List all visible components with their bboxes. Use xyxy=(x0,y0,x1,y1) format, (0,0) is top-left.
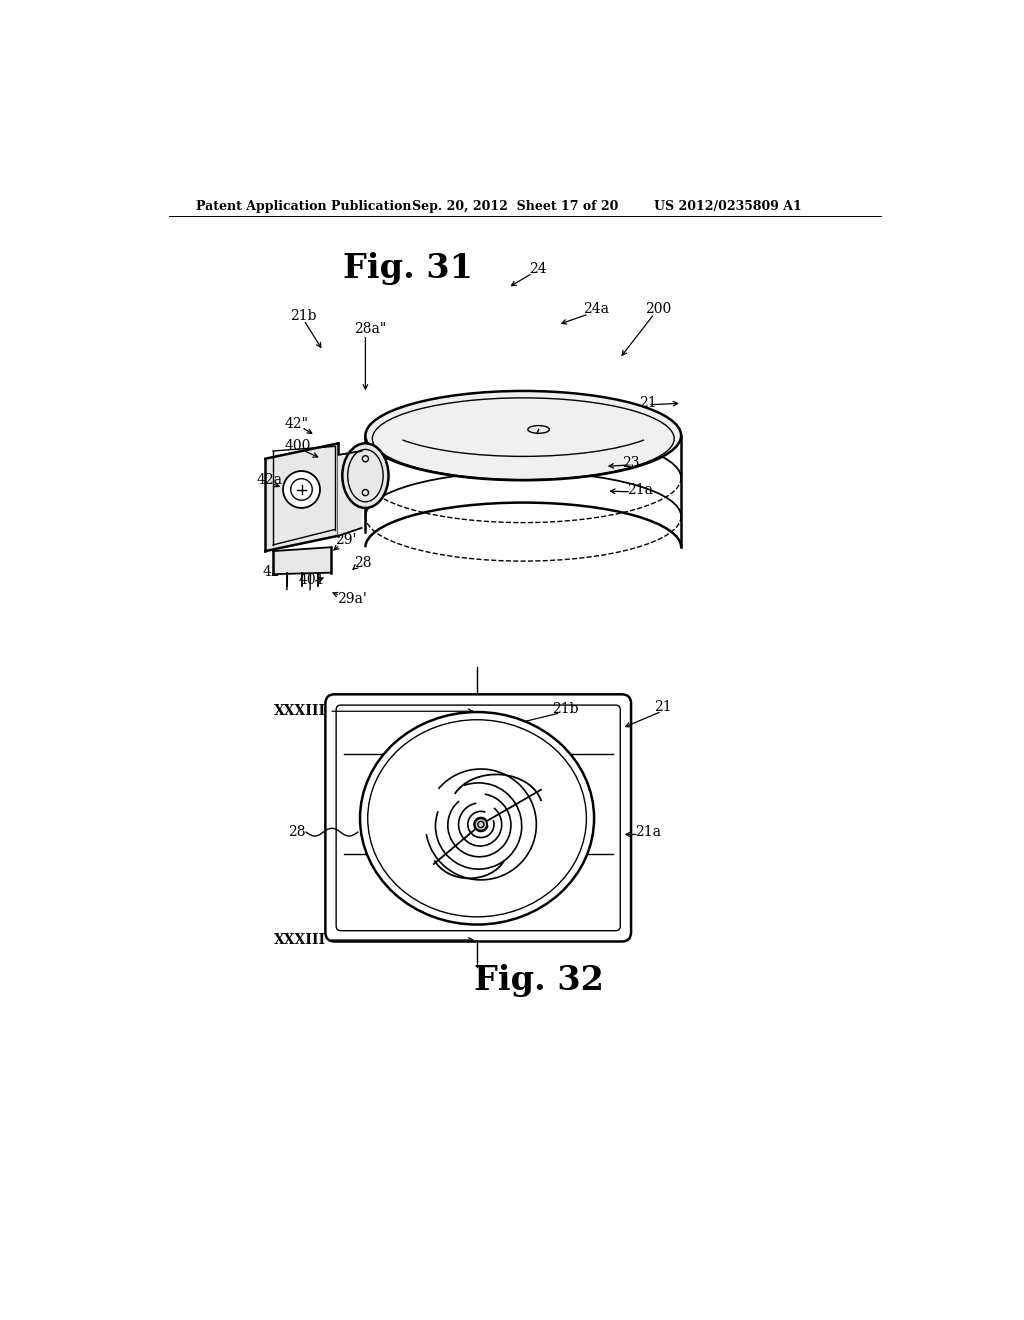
Text: Fig. 31: Fig. 31 xyxy=(343,252,473,285)
Text: 21b: 21b xyxy=(290,309,316,323)
Text: 21: 21 xyxy=(639,396,656,411)
Text: 23: 23 xyxy=(622,455,639,470)
Text: 21b: 21b xyxy=(553,702,579,715)
Text: XXXIII: XXXIII xyxy=(273,933,326,946)
Ellipse shape xyxy=(360,711,594,924)
Text: 21a: 21a xyxy=(628,483,653,496)
Polygon shape xyxy=(339,451,361,536)
Text: Sep. 20, 2012  Sheet 17 of 20: Sep. 20, 2012 Sheet 17 of 20 xyxy=(412,199,618,213)
Text: 21a: 21a xyxy=(635,825,660,840)
Text: 28a": 28a" xyxy=(354,322,386,337)
Text: XXXIII: XXXIII xyxy=(273,705,326,718)
Ellipse shape xyxy=(366,391,681,480)
Text: 42": 42" xyxy=(285,417,308,432)
Text: 24a: 24a xyxy=(584,302,609,317)
Text: 29': 29' xyxy=(335,533,356,548)
Polygon shape xyxy=(265,444,339,552)
Text: 401: 401 xyxy=(523,866,550,880)
Text: 29a': 29a' xyxy=(337,591,367,606)
Polygon shape xyxy=(273,548,331,574)
Text: 400: 400 xyxy=(285,438,311,453)
Text: 400: 400 xyxy=(506,766,532,780)
Circle shape xyxy=(475,818,487,830)
Text: 42": 42" xyxy=(394,884,418,899)
Text: Fig. 32: Fig. 32 xyxy=(474,964,603,998)
FancyBboxPatch shape xyxy=(326,694,631,941)
Ellipse shape xyxy=(342,444,388,508)
Text: 28: 28 xyxy=(354,556,372,570)
Text: 29': 29' xyxy=(531,789,552,803)
Text: 21: 21 xyxy=(654,700,672,714)
Text: 42a: 42a xyxy=(256,474,282,487)
Text: 28a': 28a' xyxy=(392,809,422,824)
Text: 42": 42" xyxy=(263,565,287,579)
Circle shape xyxy=(283,471,319,508)
Text: 42": 42" xyxy=(394,774,418,788)
Text: 28: 28 xyxy=(289,825,306,840)
Text: 200: 200 xyxy=(645,302,671,317)
Text: 401: 401 xyxy=(298,573,325,587)
Text: 24: 24 xyxy=(529,261,547,276)
Text: Patent Application Publication: Patent Application Publication xyxy=(196,199,412,213)
Text: US 2012/0235809 A1: US 2012/0235809 A1 xyxy=(654,199,802,213)
